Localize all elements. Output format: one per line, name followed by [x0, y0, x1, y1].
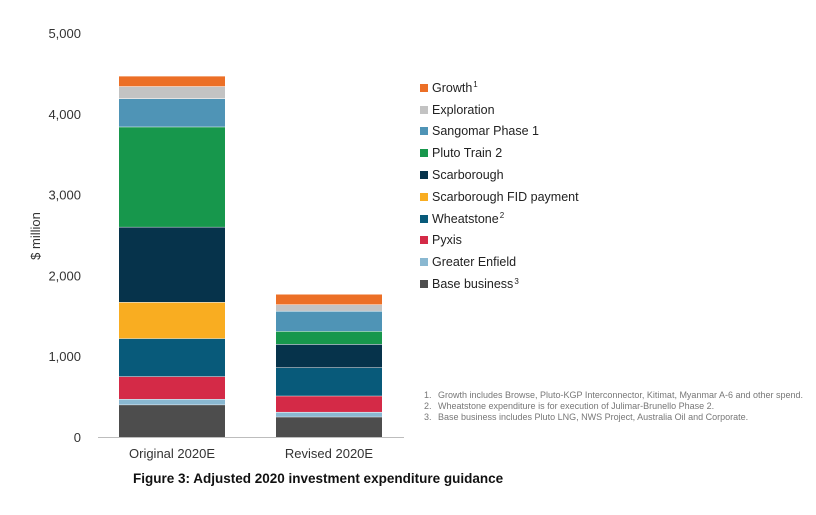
footnote-text: Base business includes Pluto LNG, NWS Pr…	[438, 412, 749, 422]
bar-segment-base-business	[119, 404, 225, 437]
bar-segment-pluto-train-2	[276, 331, 382, 345]
bar-segment-scarborough	[119, 226, 225, 303]
bar-segment-growth	[119, 75, 225, 87]
legend: Growth 1 Exploration Sangomar Phase 1 Pluto …	[420, 77, 579, 295]
legend-footnote-ref: 1	[473, 80, 478, 90]
legend-swatch	[420, 280, 428, 289]
legend-swatch	[420, 127, 428, 136]
legend-item: Base business 3	[420, 273, 579, 295]
legend-label: Sangomar Phase 1	[432, 124, 540, 139]
footnote-number: 3.	[424, 412, 432, 422]
bars	[119, 75, 382, 437]
legend-footnote-ref: 3	[514, 276, 519, 286]
legend-item: Growth 1	[420, 77, 579, 99]
bar-segment-greater-enfield	[119, 399, 225, 405]
legend-swatch	[420, 149, 428, 158]
legend-swatch	[420, 214, 428, 223]
legend-label: Scarborough	[432, 168, 504, 183]
y-tick-label: 1,000	[48, 349, 81, 364]
y-axis-label: $ million	[28, 212, 43, 260]
bar-segment-pluto-train-2	[119, 126, 225, 227]
y-tick-label: 3,000	[48, 188, 81, 203]
footnote-number: 2.	[424, 401, 432, 411]
bar-segment-scarborough-fid-payment	[119, 302, 225, 339]
y-tick-label: 2,000	[48, 268, 81, 283]
bar-segment-growth	[276, 293, 382, 305]
legend-item: Pluto Train 2	[420, 142, 579, 164]
bar-segment-wheatstone	[119, 338, 225, 377]
legend-item: Greater Enfield	[420, 251, 579, 273]
bar-segment-exploration	[119, 86, 225, 99]
legend-item: Sangomar Phase 1	[420, 121, 579, 143]
legend-item: Scarborough FID payment	[420, 186, 579, 208]
legend-item: Pyxis	[420, 230, 579, 252]
legend-footnote-ref: 2	[499, 211, 505, 221]
footnote: 1. Growth includes Browse, Pluto-KGP Inte…	[424, 390, 804, 401]
x-axis: Original 2020E Revised 2020E	[98, 437, 404, 461]
footnote-text: Wheatstone expenditure is for execution …	[438, 401, 715, 411]
legend-swatch	[420, 83, 428, 92]
footnote: 3. Base business includes Pluto LNG, NWS …	[424, 412, 804, 423]
y-tick-label: 0	[74, 430, 81, 445]
legend-item: Exploration	[420, 99, 579, 121]
legend-item: Wheatstone 2	[420, 208, 579, 230]
figure-caption: Figure 3: Adjusted 2020 investment expen…	[133, 471, 504, 486]
y-tick-label: 5,000	[48, 26, 81, 41]
footnote-number: 1.	[424, 390, 432, 400]
legend-label: Wheatstone	[432, 211, 499, 226]
bar-segment-base-business	[276, 416, 382, 437]
legend-label: Growth	[432, 80, 473, 95]
bar-segment-exploration	[276, 304, 382, 311]
y-tick-label: 4,000	[48, 107, 81, 122]
x-tick-label: Original 2020E	[129, 446, 215, 461]
bar-segment-sangomar-phase-1	[119, 98, 225, 127]
legend-swatch	[420, 171, 428, 180]
bar-segment-wheatstone	[276, 367, 382, 396]
legend-label: Exploration	[432, 102, 495, 117]
footnote: 2. Wheatstone expenditure is for executio…	[424, 401, 804, 412]
legend-swatch	[420, 236, 428, 245]
legend-swatch	[420, 258, 428, 267]
legend-swatch	[420, 105, 428, 114]
bar-segment-scarborough	[276, 344, 382, 368]
legend-label: Greater Enfield	[432, 255, 517, 270]
legend-item: Scarborough	[420, 164, 579, 186]
bar-segment-greater-enfield	[276, 411, 382, 417]
legend-swatch	[420, 192, 428, 201]
footnotes: 1. Growth includes Browse, Pluto-KGP Inte…	[424, 390, 804, 423]
legend-label: Pyxis	[432, 233, 462, 248]
bar-segment-pyxis	[119, 376, 225, 400]
legend-label: Base business	[432, 277, 514, 292]
legend-label: Scarborough FID payment	[432, 189, 579, 204]
footnote-text: Growth includes Browse, Pluto-KGP Interc…	[438, 390, 804, 400]
x-tick-label: Revised 2020E	[285, 446, 373, 461]
legend-label: Pluto Train 2	[432, 146, 503, 161]
y-axis: 0 1,000 2,000 3,000 4,000 5,000	[48, 26, 81, 445]
bar-segment-sangomar-phase-1	[276, 310, 382, 332]
bar-segment-pyxis	[276, 395, 382, 412]
